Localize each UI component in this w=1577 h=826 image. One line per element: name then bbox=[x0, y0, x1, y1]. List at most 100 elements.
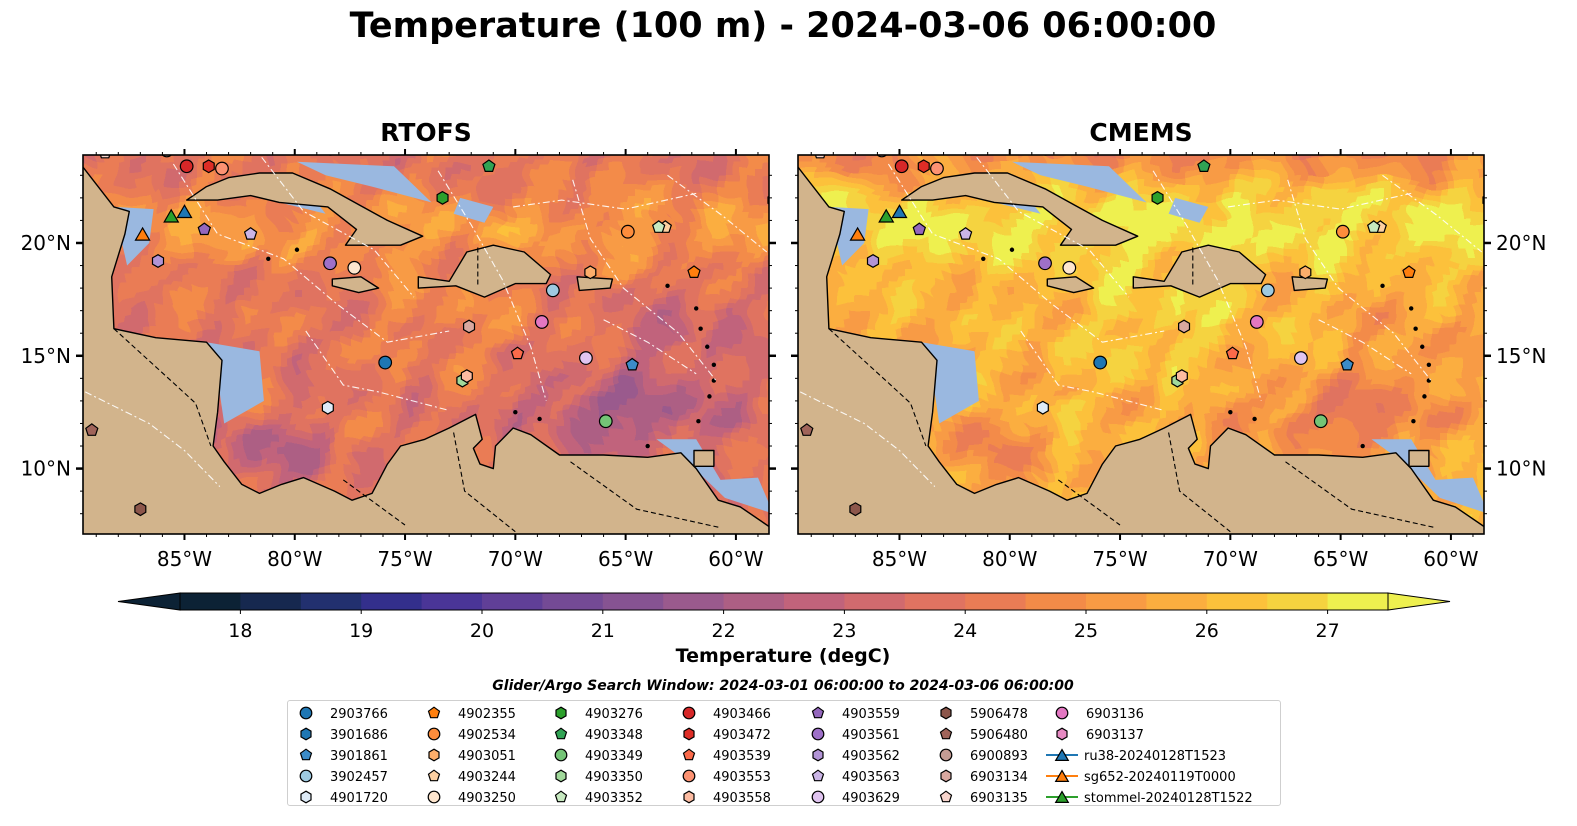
float-3901861 bbox=[625, 357, 639, 371]
x-tick-label: 70°W bbox=[1203, 547, 1258, 571]
boundary-line bbox=[261, 156, 415, 298]
island bbox=[1426, 362, 1432, 368]
boundary-line bbox=[1152, 170, 1262, 402]
boundary-line bbox=[976, 156, 1130, 298]
island bbox=[1411, 419, 1416, 424]
boundary-line bbox=[437, 170, 547, 402]
x-tick-label: 65°W bbox=[1313, 547, 1368, 571]
legend-label: 4903562 bbox=[842, 749, 900, 764]
colorbar-tick-label: 24 bbox=[953, 620, 977, 642]
legend-item: 4903466 bbox=[682, 706, 771, 722]
colorbar-extend-high bbox=[1387, 592, 1451, 611]
legend-label: 6900893 bbox=[970, 749, 1028, 764]
island bbox=[1422, 394, 1427, 399]
legend-marker bbox=[683, 790, 695, 804]
legend-marker bbox=[300, 727, 312, 741]
country-border bbox=[1057, 479, 1121, 526]
legend-marker bbox=[300, 790, 312, 804]
legend-item: 4903350 bbox=[555, 769, 643, 785]
x-tick-label: 60°W bbox=[708, 547, 763, 571]
island bbox=[1409, 306, 1414, 311]
float-4903553 bbox=[930, 161, 944, 176]
colorbar-segment bbox=[542, 593, 604, 610]
boundary-line bbox=[305, 330, 448, 411]
map-frame bbox=[82, 154, 770, 535]
boundary-line bbox=[667, 174, 768, 253]
colorbar-tick-label: 26 bbox=[1195, 620, 1219, 642]
float-6903135 bbox=[814, 155, 826, 159]
legend-label: 4901720 bbox=[330, 791, 388, 806]
legend-marker bbox=[1054, 769, 1070, 782]
legend-marker bbox=[682, 706, 696, 720]
legend-marker bbox=[812, 748, 824, 762]
rtofs-map: 85°W 80°W 75°W 70°W 65°W 60°W 20°N 15°N 10°N bbox=[21, 140, 776, 571]
island bbox=[645, 443, 650, 449]
colorbar-segment bbox=[1327, 593, 1389, 610]
legend-item: ru38-20240128T1523 bbox=[1046, 748, 1226, 764]
boundary-line bbox=[172, 163, 450, 343]
legend-item: 5906480 bbox=[939, 727, 1028, 743]
float-4903472 bbox=[202, 159, 215, 174]
cmems-panel-title: CMEMS bbox=[1089, 118, 1193, 147]
y-tick-label: 15°N bbox=[1496, 344, 1546, 368]
legend-label: 4903276 bbox=[585, 707, 643, 722]
legend-item: 3901686 bbox=[300, 727, 388, 743]
legend-label: 3901686 bbox=[330, 728, 388, 743]
legend-label: 4903539 bbox=[713, 749, 771, 764]
float-4903466 bbox=[894, 159, 909, 174]
legend-item: 4903348 bbox=[554, 727, 643, 743]
legend-marker bbox=[682, 748, 696, 761]
landmass-central-america bbox=[798, 165, 1484, 534]
landmass-cuba bbox=[901, 172, 1139, 246]
figure-title: Temperature (100 m) - 2024-03-06 06:00:0… bbox=[349, 6, 1217, 46]
legend-item: 4903051 bbox=[428, 748, 516, 764]
legend-item: 4903352 bbox=[554, 790, 643, 806]
legend-item: 6903137 bbox=[1056, 727, 1144, 743]
legend-marker bbox=[1054, 790, 1070, 803]
boundary-line bbox=[513, 192, 697, 210]
legend-marker bbox=[940, 706, 952, 720]
legend-label: 5906480 bbox=[970, 728, 1028, 743]
legend-item: 4903472 bbox=[683, 727, 771, 743]
landmass-bahamas bbox=[1044, 155, 1053, 156]
boundary-line bbox=[1020, 330, 1163, 411]
float-3902457 bbox=[1260, 283, 1275, 298]
legend-item: 4903276 bbox=[555, 706, 643, 722]
landmass-puerto-rico bbox=[1291, 276, 1329, 292]
colorbar-segment bbox=[240, 593, 302, 610]
legend-marker bbox=[555, 769, 567, 783]
glider-sg652-20240119T0000 bbox=[849, 226, 866, 241]
colorbar-segment bbox=[965, 593, 1027, 610]
landmass-jamaica bbox=[1046, 276, 1095, 294]
legend-item: 4903558 bbox=[683, 790, 771, 806]
float-5906478 bbox=[134, 502, 147, 517]
float-5906480 bbox=[85, 423, 99, 436]
legend-label: 6903136 bbox=[1086, 707, 1144, 722]
legend-label: 4903244 bbox=[458, 770, 516, 785]
legend-label: 4903051 bbox=[458, 749, 516, 764]
float-4903352 bbox=[651, 220, 666, 233]
colorbar-segment bbox=[1086, 593, 1147, 610]
legend-item: 5906478 bbox=[940, 706, 1028, 722]
island bbox=[711, 362, 717, 368]
landmass-jamaica bbox=[331, 276, 380, 294]
float-2903766 bbox=[378, 355, 393, 370]
float-6903137 bbox=[1463, 140, 1474, 153]
float-4902534 bbox=[1335, 224, 1350, 239]
x-tick-label: 85°W bbox=[872, 547, 927, 571]
float-6903134 bbox=[1178, 319, 1191, 334]
colorbar-segment bbox=[300, 593, 362, 610]
float-6903137 bbox=[748, 140, 759, 153]
legend-marker bbox=[555, 706, 567, 720]
colorbar: 18 19 20 21 22 23 24 25 26 27 bbox=[117, 592, 1451, 642]
float-4903348 bbox=[1197, 159, 1211, 172]
landmass-hispaniola bbox=[417, 244, 552, 298]
float-4903561 bbox=[323, 256, 337, 271]
colorbar-segment bbox=[904, 593, 966, 610]
island bbox=[1228, 409, 1233, 415]
legend-item: 6903136 bbox=[1055, 706, 1144, 722]
float-4903558 bbox=[1175, 369, 1188, 384]
legend-marker bbox=[554, 790, 568, 803]
float-4903250 bbox=[1062, 260, 1077, 275]
float-4903352 bbox=[1366, 220, 1381, 233]
